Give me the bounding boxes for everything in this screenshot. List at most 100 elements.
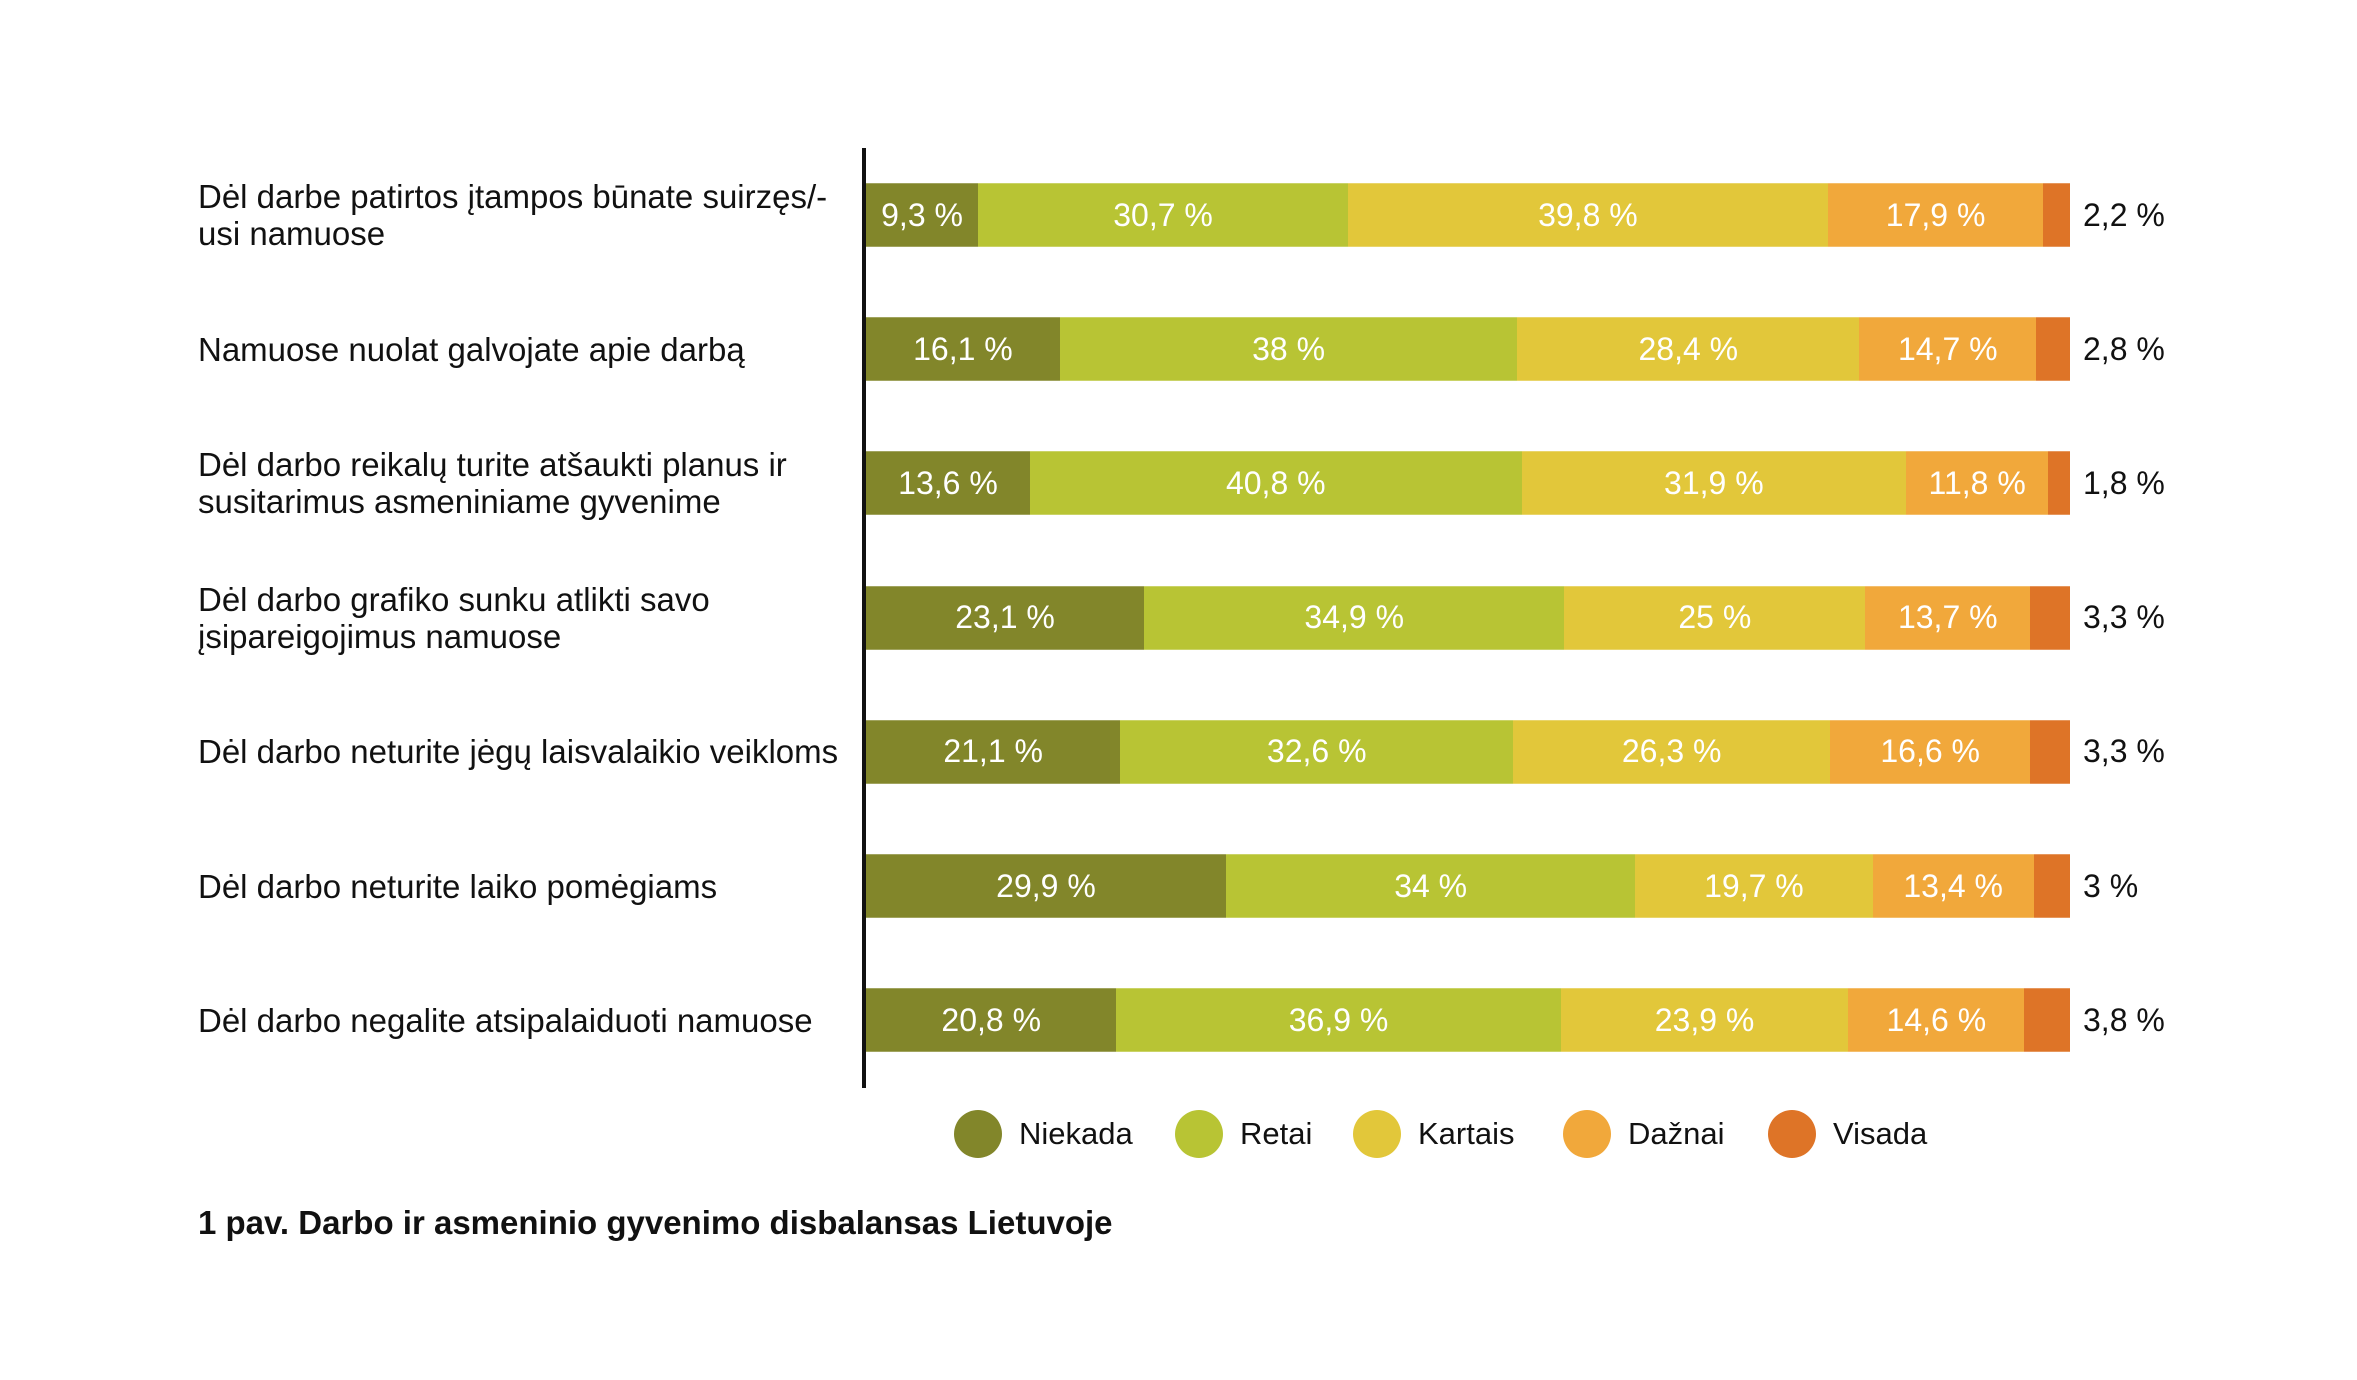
bar-segment-visada [2048,451,2070,516]
bar-segment-retai: 34,9 % [1144,585,1565,650]
data-label: 36,9 % [1288,1001,1389,1038]
bar-segment-kartais: 26,3 % [1513,719,1831,784]
bar-segment-niekada: 16,1 % [866,317,1060,382]
bar-segment-kartais: 19,7 % [1635,854,1873,918]
bar-segment-kartais: 28,4 % [1517,317,1860,382]
bar-segment-da-nai: 14,7 % [1859,317,2037,382]
data-label: 14,6 % [1886,1001,1987,1038]
y-axis-line [862,148,866,1088]
legend-swatch-icon [1175,1110,1223,1158]
data-label: 17,9 % [1885,196,1986,233]
legend-swatch-icon [1768,1110,1816,1158]
data-label-outside: 2,8 % [2083,330,2165,367]
bar-segment-da-nai: 11,8 % [1906,451,2049,516]
data-label: 23,1 % [955,599,1055,636]
bar-segment-visada [2030,719,2070,784]
legend-label: Niekada [1019,1116,1133,1151]
category-label: Dėl darbe patirtos įtampos būnate suirzę… [198,178,828,252]
bar-segment-niekada: 23,1 % [866,585,1145,650]
data-label: 39,8 % [1538,196,1638,233]
data-label-outside: 3,8 % [2083,1001,2165,1038]
legend-swatch-icon [1563,1110,1611,1158]
category-label: Dėl darbo negalite atsipalaiduoti namuos… [198,1001,813,1039]
stacked-bar: 21,1 % 32,6 % 26,3 % 16,6 % [866,719,2070,784]
data-label: 34,9 % [1304,599,1405,636]
legend-swatch-icon [1353,1110,1401,1158]
data-label: 30,7 % [1113,196,1213,233]
bar-segment-visada [2033,854,2070,918]
bar-segment-visada [2030,585,2070,650]
data-label: 26,3 % [1621,733,1722,770]
category-label: Dėl darbo neturite laiko pomėgiams [198,867,718,905]
bar-segment-retai: 32,6 % [1120,719,1514,784]
category-label: Namuose nuolat galvojate apie darbą [198,330,745,368]
data-label: 23,9 % [1654,1001,1755,1038]
bar-segment-kartais: 39,8 % [1348,183,1828,247]
legend-item: Niekada [954,1110,1133,1158]
legend-item: Retai [1175,1110,1312,1158]
bar-segment-visada [2043,183,2070,247]
chart-title: 1 pav. Darbo ir asmeninio gyvenimo disba… [198,1204,1113,1241]
data-label: 9,3 % [881,196,963,233]
data-label: 29,9 % [996,867,1096,904]
data-label: 13,7 % [1897,599,1998,636]
legend-item: Kartais [1353,1110,1514,1158]
data-label: 13,4 % [1903,867,2003,904]
bar-segment-visada [2024,988,2070,1053]
bar-segment-niekada: 20,8 % [866,988,1117,1053]
data-label: 16,6 % [1880,733,1980,770]
stacked-bar: 23,1 % 34,9 % 25 % 13,7 % [866,585,2070,650]
bar-segment-retai: 34 % [1225,854,1636,918]
bar-segment-da-nai: 14,6 % [1848,988,2025,1053]
data-label: 38 % [1252,330,1326,367]
bar-segment-kartais: 25 % [1564,585,1866,650]
data-label: 16,1 % [913,330,1013,367]
bar-segment-da-nai: 17,9 % [1827,183,2044,247]
bar-segment-kartais: 31,9 % [1521,451,1907,516]
data-label: 19,7 % [1704,867,1804,904]
data-label-outside: 3 % [2083,867,2139,904]
bar-segment-niekada: 21,1 % [866,719,1121,784]
legend-swatch-icon [954,1110,1002,1158]
data-label-outside: 3,3 % [2083,733,2165,770]
data-label: 20,8 % [941,1001,1042,1038]
bar-segment-retai: 36,9 % [1116,988,1561,1053]
category-label: Dėl darbo reikalų turite atšaukti planus… [198,446,787,521]
bar-segment-retai: 38 % [1059,317,1518,382]
data-label: 21,1 % [943,733,1043,770]
bar-segment-da-nai: 13,7 % [1865,585,2031,650]
bar-segment-da-nai: 16,6 % [1830,719,2031,784]
data-label: 31,9 % [1664,464,1764,501]
legend-item: Dažnai [1563,1110,1725,1158]
data-label: 40,8 % [1225,464,1326,501]
bar-segment-niekada: 29,9 % [866,854,1226,918]
bar-segment-niekada: 13,6 % [866,451,1030,516]
bar-segment-retai: 30,7 % [978,183,1349,247]
data-label-outside: 3,3 % [2083,599,2165,636]
data-label: 34 % [1394,867,1468,904]
data-label: 14,7 % [1897,330,1998,367]
category-label: Dėl darbo neturite jėgų laisvalaikio vei… [198,733,839,771]
stacked-bar: 9,3 % 30,7 % 39,8 % 17,9 % [866,183,2070,247]
category-label: Dėl darbo grafiko sunku atlikti savo įsi… [198,580,710,655]
data-label-outside: 1,8 % [2083,464,2165,501]
bar-segment-visada [2036,317,2070,382]
legend-label: Kartais [1418,1116,1515,1151]
data-label-outside: 2,2 % [2083,196,2165,233]
bar-segment-da-nai: 13,4 % [1872,854,2034,918]
legend-label: Visada [1833,1116,1928,1151]
stacked-bar: 13,6 % 40,8 % 31,9 % 11,8 % [866,451,2070,516]
data-label: 25 % [1678,599,1752,636]
bar-segment-retai: 40,8 % [1029,451,1522,516]
data-label: 32,6 % [1266,733,1367,770]
stacked-bar: 20,8 % 36,9 % 23,9 % 14,6 % [866,988,2070,1053]
bar-segment-niekada: 9,3 % [866,183,979,247]
stacked-bar: 16,1 % 38 % 28,4 % 14,7 % [866,317,2070,382]
data-label: 28,4 % [1638,330,1739,367]
legend-label: Retai [1240,1116,1313,1151]
data-label: 13,6 % [898,464,998,501]
legend-label: Dažnai [1628,1116,1725,1151]
bar-segment-kartais: 23,9 % [1560,988,1849,1053]
legend-item: Visada [1768,1110,1927,1158]
